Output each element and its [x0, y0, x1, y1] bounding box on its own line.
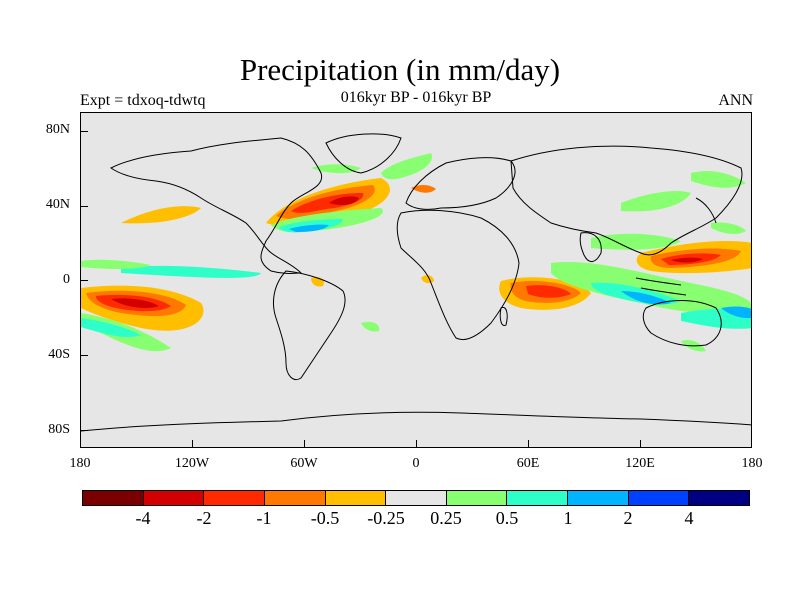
anomaly-patch — [111, 298, 159, 308]
y-tick — [80, 131, 88, 132]
coastline-south-america — [273, 270, 346, 380]
colorbar-swatch — [143, 491, 205, 505]
colorbar-label: 2 — [623, 508, 633, 528]
anomaly-patch — [121, 206, 201, 224]
colorbar-label: -4 — [135, 508, 151, 528]
coastline-europe — [405, 157, 516, 210]
colorbar-swatch — [83, 491, 144, 505]
anomaly-patch — [591, 233, 681, 250]
y-tick-label: 80N — [45, 122, 70, 137]
anomaly-patch — [671, 257, 703, 263]
x-tick-label: 120E — [625, 456, 655, 471]
x-tick — [304, 440, 305, 448]
coastline-asia — [510, 145, 743, 256]
map-svg — [81, 133, 751, 432]
y-tick-label: 40S — [48, 347, 70, 362]
y-tick — [80, 280, 88, 281]
anomaly-patch — [551, 262, 751, 314]
coastline-japan — [695, 197, 717, 224]
colorbar-label: -2 — [196, 508, 212, 528]
colorbar-swatch — [325, 491, 387, 505]
anomaly-patch — [691, 171, 746, 188]
colorbar-swatch — [628, 491, 690, 505]
anomaly-patch — [329, 196, 359, 206]
anomaly-patch — [526, 285, 571, 298]
anomaly-patch — [311, 164, 361, 174]
colorbar-swatch — [264, 491, 326, 505]
anomaly-patch — [81, 259, 151, 269]
coastline-madagascar — [499, 306, 508, 327]
anomaly-patch — [311, 277, 324, 287]
x-tick — [528, 440, 529, 448]
anomaly-patch — [121, 265, 261, 278]
coastline-greenland — [325, 133, 402, 174]
colorbar-swatch — [386, 491, 447, 505]
y-tick — [80, 206, 88, 207]
colorbar-swatch — [204, 491, 265, 505]
anomaly-patch — [381, 153, 432, 180]
colorbar-label: -0.25 — [367, 508, 405, 528]
colorbar-label: 4 — [684, 508, 694, 528]
colorbar-label: -1 — [256, 508, 272, 528]
x-tick-label: 180 — [69, 456, 91, 471]
y-tick — [80, 355, 88, 356]
coastlines — [81, 133, 751, 432]
anomaly-patch — [81, 318, 141, 338]
x-tick-label: 120W — [174, 456, 210, 471]
y-tick-label: 0 — [63, 272, 70, 287]
colorbar-label: 0.25 — [430, 508, 462, 528]
y-tick-label: 40N — [45, 197, 70, 212]
y-tick — [80, 430, 88, 431]
chart-title: Precipitation (in mm/day) — [239, 52, 561, 87]
colorbar — [82, 490, 750, 506]
x-tick-label: 180 — [741, 456, 763, 471]
colorbar-swatch — [689, 491, 750, 505]
colorbar-label: -0.5 — [310, 508, 340, 528]
coastline-north-america — [110, 137, 323, 274]
y-tick-label: 80S — [48, 422, 70, 437]
anomaly-fields — [81, 153, 751, 352]
x-tick — [192, 440, 193, 448]
coastline-indonesia — [635, 277, 687, 296]
coastline-africa — [396, 209, 520, 340]
anomaly-patch — [361, 321, 380, 332]
precipitation-map — [80, 112, 752, 448]
x-tick-label: 0 — [412, 456, 420, 471]
x-tick — [416, 440, 417, 448]
coastline-antarctica — [81, 411, 751, 432]
anomaly-patch — [621, 191, 691, 212]
chart-subtitle: 016kyr BP - 016kyr BP — [340, 89, 492, 106]
season-label: ANN — [718, 92, 753, 109]
anomaly-patch — [289, 224, 329, 232]
colorbar-swatch — [507, 491, 569, 505]
colorbar-swatch — [446, 491, 508, 505]
colorbar-label: 0.5 — [495, 508, 519, 528]
x-tick-label: 60E — [516, 456, 540, 471]
colorbar-label: 1 — [563, 508, 573, 528]
coastline-australia — [642, 300, 722, 347]
colorbar-swatch — [568, 491, 629, 505]
coastline-india — [579, 232, 602, 262]
x-tick-label: 60W — [290, 456, 318, 471]
anomaly-patch — [621, 291, 671, 305]
x-tick — [640, 440, 641, 448]
anomaly-patch — [411, 185, 436, 193]
experiment-label: Expt = tdxoq-tdwtq — [80, 92, 206, 109]
anomaly-patch — [721, 306, 751, 319]
anomaly-patch — [711, 222, 746, 235]
